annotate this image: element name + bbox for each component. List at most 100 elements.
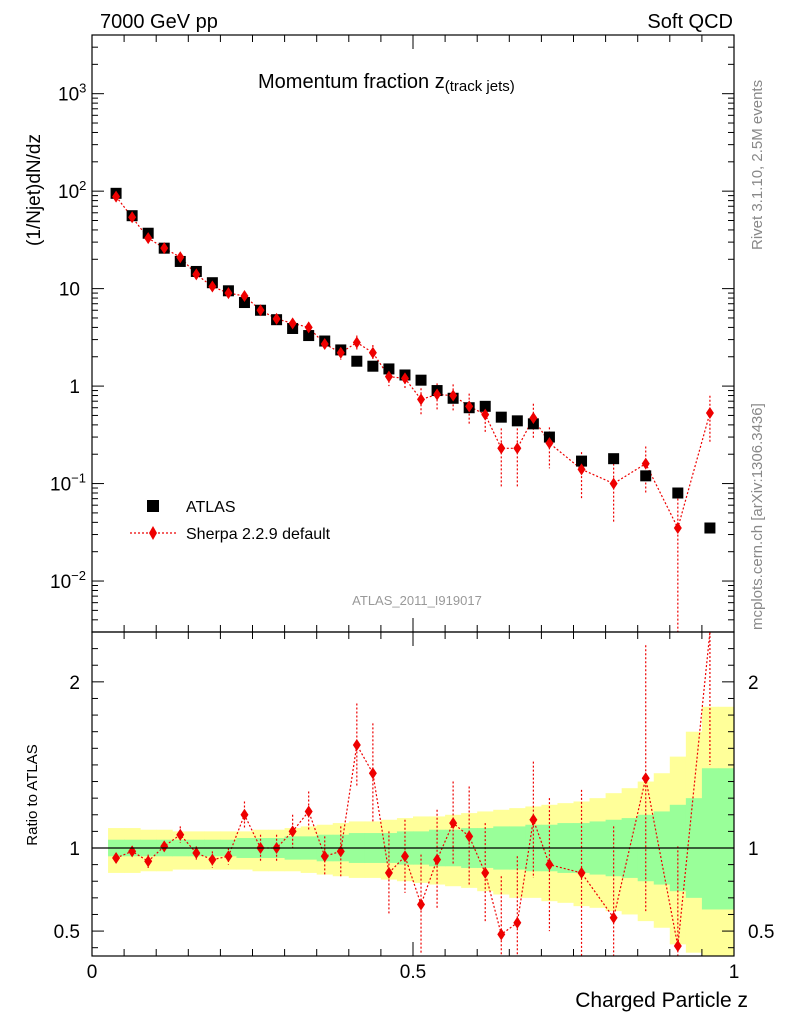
y-tick-label: 10−2 bbox=[50, 568, 86, 593]
mc-point bbox=[545, 437, 554, 450]
atlas-data-point bbox=[511, 415, 523, 427]
mc-point bbox=[609, 477, 618, 490]
legend-data-label: ATLAS bbox=[186, 499, 236, 516]
atlas-data-point bbox=[640, 470, 652, 482]
mc-point bbox=[304, 321, 313, 334]
mc-point bbox=[577, 463, 586, 476]
mc-point bbox=[433, 388, 442, 401]
y-tick-label: 103 bbox=[58, 81, 86, 106]
x-tick-label: 1 bbox=[729, 962, 740, 983]
ratio-y-tick-label-right: 2 bbox=[748, 673, 759, 694]
ratio-point bbox=[192, 846, 201, 859]
ratio-point bbox=[224, 850, 233, 863]
atlas-data-point bbox=[415, 374, 427, 386]
ratio-point bbox=[481, 866, 490, 879]
mc-point bbox=[497, 442, 506, 455]
legend-mc-marker bbox=[149, 526, 157, 540]
mc-point bbox=[112, 190, 121, 203]
ratio-point bbox=[545, 858, 554, 871]
ratio-point bbox=[288, 825, 297, 838]
ratio-point bbox=[433, 853, 442, 866]
ratio-point bbox=[384, 866, 393, 879]
ratio-point bbox=[352, 738, 361, 751]
header-category-label: Soft QCD bbox=[647, 11, 733, 33]
mc-point bbox=[673, 522, 682, 535]
ratio-y-tick-label-right: 1 bbox=[748, 839, 759, 860]
mc-point bbox=[465, 400, 474, 413]
mc-point bbox=[449, 389, 458, 402]
mcplots-label: mcplots.cern.ch [arXiv:1306.3436] bbox=[749, 403, 766, 630]
mc-point bbox=[256, 304, 265, 317]
ratio-point bbox=[304, 805, 313, 818]
plot-title-main: Momentum fraction z bbox=[258, 71, 445, 93]
mc-point bbox=[336, 346, 345, 359]
y-tick-label: 102 bbox=[58, 178, 86, 203]
x-tick-label: 0.5 bbox=[400, 962, 426, 983]
mc-point bbox=[417, 393, 426, 406]
ratio-point bbox=[465, 830, 474, 843]
mc-point bbox=[144, 232, 153, 245]
mc-point bbox=[272, 312, 281, 325]
legend: ATLAS Sherpa 2.2.9 default bbox=[130, 499, 331, 543]
y-tick-label: 10 bbox=[59, 280, 80, 301]
ratio-point bbox=[641, 772, 650, 785]
ratio-point bbox=[368, 767, 377, 780]
atlas-data-point bbox=[351, 355, 363, 367]
mc-point bbox=[481, 408, 490, 421]
ratio-point bbox=[513, 916, 522, 929]
ratio-uncertainty-bands bbox=[108, 706, 735, 956]
mc-point bbox=[208, 280, 217, 293]
mc-point bbox=[384, 370, 393, 383]
ratio-y-tick-label-right: 0.5 bbox=[748, 922, 774, 943]
mc-point bbox=[529, 412, 538, 425]
x-axis-label: Charged Particle z bbox=[575, 989, 748, 1012]
inner-band-segment bbox=[701, 768, 719, 910]
y-tick-label: 10−1 bbox=[50, 471, 86, 496]
mc-point bbox=[288, 317, 297, 330]
x-tick-label: 0 bbox=[87, 962, 98, 983]
atlas-data-point bbox=[383, 363, 395, 375]
atlas-data-point bbox=[495, 411, 507, 423]
ratio-point bbox=[609, 911, 618, 924]
mc-point bbox=[705, 406, 714, 419]
mc-point bbox=[513, 442, 522, 455]
ratio-panel-frame bbox=[91, 631, 735, 957]
plot-title: Momentum fraction z(track jets) bbox=[258, 71, 515, 95]
plot-title-sub: (track jets) bbox=[445, 78, 515, 95]
mc-point bbox=[160, 242, 169, 255]
inner-band-segment bbox=[717, 768, 735, 910]
ratio-point bbox=[160, 840, 169, 853]
ratio-point bbox=[320, 850, 329, 863]
ratio-y-tick-label-left: 1 bbox=[69, 839, 80, 860]
y-axis-label: (1/Njet)dN/dz bbox=[24, 134, 45, 246]
mc-point bbox=[352, 336, 361, 349]
mc-point bbox=[192, 268, 201, 281]
ratio-axis-ticks: 0.5 0.5 1 1 2 2 bbox=[54, 648, 774, 949]
mc-point bbox=[128, 211, 137, 224]
ratio-point bbox=[497, 928, 506, 941]
y-tick-label: 1 bbox=[69, 377, 80, 398]
mc-point bbox=[641, 457, 650, 470]
mc-main-line bbox=[115, 196, 711, 530]
legend-data-marker bbox=[147, 500, 159, 512]
rivet-version-label: Rivet 3.1.10, 2.5M events bbox=[749, 80, 766, 250]
ratio-y-tick-label-left: 0.5 bbox=[54, 922, 80, 943]
ratio-point bbox=[144, 855, 153, 868]
ratio-point bbox=[577, 866, 586, 879]
mc-point bbox=[320, 338, 329, 351]
ratio-y-tick-label-left: 2 bbox=[69, 673, 80, 694]
ratio-point bbox=[673, 940, 682, 953]
mc-point bbox=[224, 287, 233, 300]
ratio-point bbox=[176, 828, 185, 841]
mc-point bbox=[400, 372, 409, 385]
mc-ratio-line bbox=[115, 631, 711, 947]
ratio-points bbox=[112, 738, 682, 953]
atlas-data-point bbox=[608, 453, 620, 465]
ratio-y-axis-label: Ratio to ATLAS bbox=[24, 744, 41, 845]
ratio-point bbox=[449, 817, 458, 830]
legend-mc-label: Sherpa 2.2.9 default bbox=[186, 526, 331, 543]
analysis-label: ATLAS_2011_I919017 bbox=[352, 593, 482, 608]
ratio-point bbox=[112, 851, 121, 864]
atlas-data-point bbox=[576, 455, 588, 467]
